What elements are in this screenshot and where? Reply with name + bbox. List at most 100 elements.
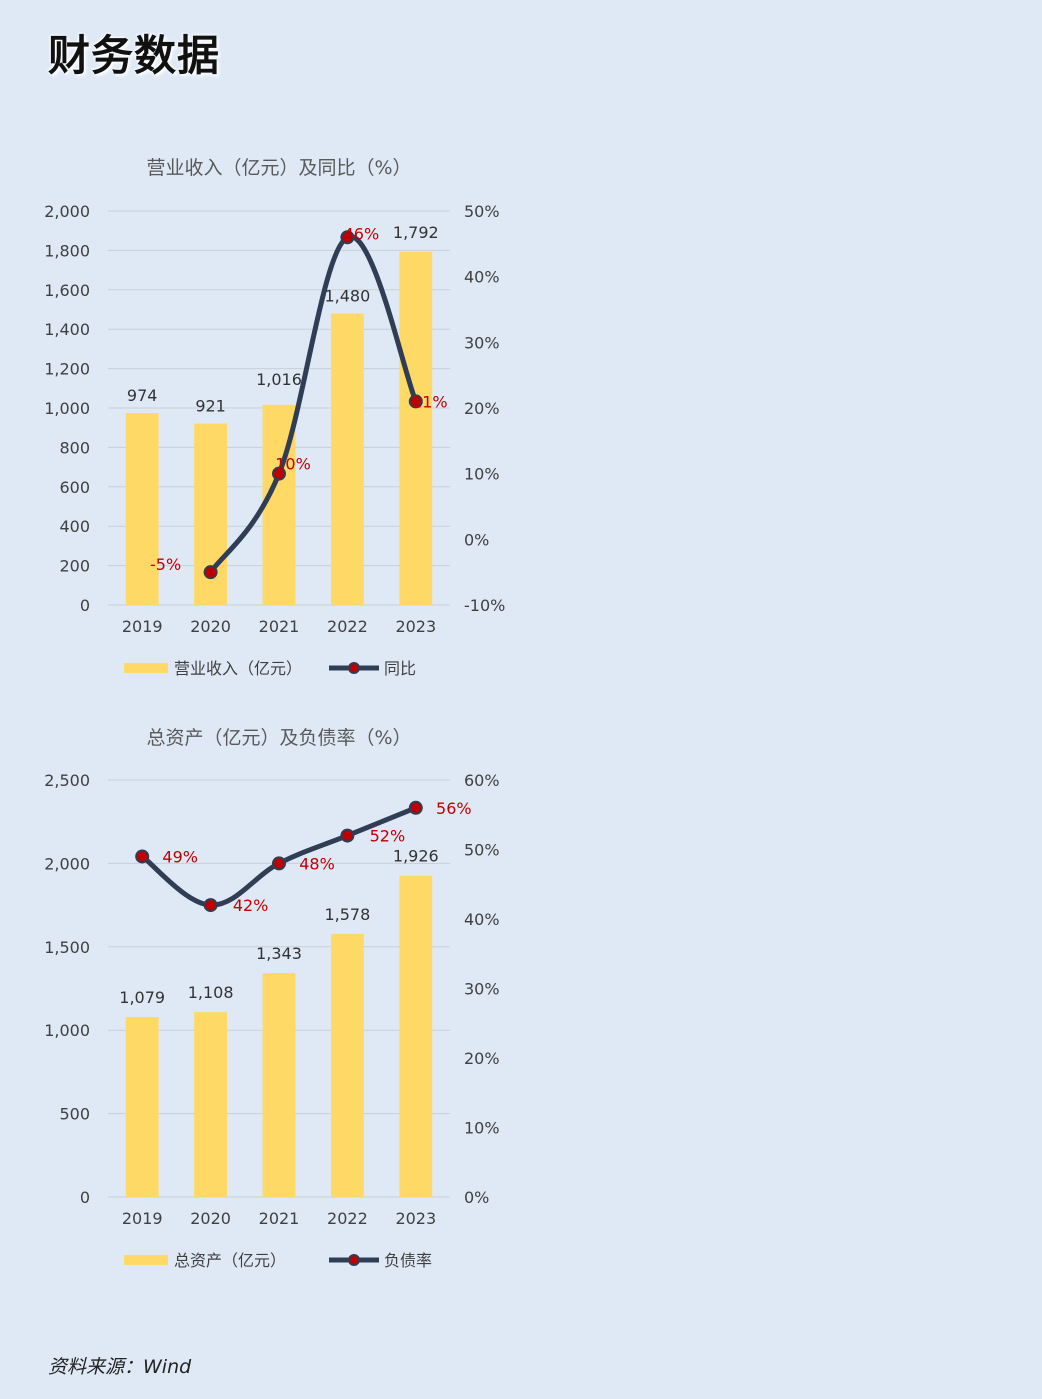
net-profit-chart: 净利润（万元）及同比（%）0102030405060708090-35%-30%… [521, 130, 1042, 710]
net-profit-chart-panel: 净利润（万元）及同比（%）0102030405060708090-35%-30%… [521, 130, 1042, 710]
line-marker [203, 565, 218, 580]
left-axis-tick-label: 1,000 [44, 399, 90, 418]
bar [125, 413, 159, 605]
bar-data-label: 974 [127, 386, 158, 405]
bar-data-label: 1,792 [393, 223, 439, 242]
right-axis-tick-label: 10% [464, 465, 500, 484]
right-axis-tick-label: 30% [464, 980, 500, 999]
bar-data-label: 1,343 [256, 944, 302, 963]
revenue-chart: 营业收入（亿元）及同比（%） 0 200 400 600 800 1,000 1,200 1,4… [44, 157, 505, 678]
line-marker [340, 230, 355, 245]
chart-title: 总资产（亿元）及负债率（%） [146, 727, 411, 749]
bar [194, 1012, 228, 1197]
left-axis-tick-label: 200 [59, 557, 90, 576]
left-axis-tick-label: 1,400 [44, 320, 90, 339]
bar [399, 875, 433, 1197]
legend-line-marker [348, 1254, 360, 1266]
bar-data-label: 1,108 [188, 983, 234, 1002]
legend-line-label: 负债率 [384, 1251, 432, 1270]
source-value: Wind [143, 1356, 192, 1378]
right-axis-tick-label: -10% [464, 596, 505, 615]
line-data-label: -5% [150, 555, 181, 574]
left-axis-tick-label: 1,800 [44, 241, 90, 260]
left-axis-tick-label: 1,200 [44, 360, 90, 379]
line-data-label: 52% [370, 827, 406, 846]
bar-data-label: 921 [195, 397, 226, 416]
bar-data-label: 1,578 [324, 905, 370, 924]
source-label: 资料来源： [48, 1356, 144, 1378]
line-marker [340, 828, 355, 843]
x-axis-tick-label: 2022 [327, 617, 368, 636]
line-marker [272, 856, 286, 871]
bar-data-label: 1,079 [119, 988, 165, 1007]
legend-bar-label: 营业收入（亿元） [174, 659, 302, 678]
right-axis-tick-label: 60% [464, 771, 500, 790]
right-axis-tick-label: 20% [464, 1049, 500, 1068]
right-axis-tick-label: 30% [464, 333, 500, 352]
bar [330, 933, 364, 1197]
right-axis-tick-label: 50% [464, 841, 500, 860]
bar-data-label: 1,016 [256, 370, 302, 389]
x-axis-tick-label: 2020 [190, 1209, 231, 1228]
x-axis-tick-label: 2019 [122, 1209, 163, 1228]
left-axis-tick-label: 500 [59, 1105, 90, 1124]
x-axis-tick-label: 2021 [259, 617, 300, 636]
legend: 营业收入（亿元） 同比 [124, 659, 416, 678]
left-axis-tick-label: 1,500 [44, 938, 90, 957]
line-marker [272, 466, 286, 481]
bar [262, 972, 296, 1197]
source-note: 资料来源：Wind [48, 1352, 191, 1379]
bar-data-label: 1,480 [324, 286, 370, 305]
left-axis-tick-label: 600 [59, 478, 90, 497]
line-data-label: 42% [233, 896, 269, 915]
right-axis-tick-label: 0% [464, 1188, 489, 1207]
total-assets-chart-panel: 总资产（亿元）及负债率（%） 0 500 1,000 1,500 2,000 2,500 0%… [0, 700, 521, 1280]
x-axis-tick-label: 2019 [122, 617, 163, 636]
revenue-chart-panel: 营业收入（亿元）及同比（%） 0 200 400 600 800 1,000 1,200 1,4… [0, 130, 521, 710]
right-axis-tick-label: 50% [464, 202, 500, 221]
right-axis-tick-label: 40% [464, 910, 500, 929]
left-axis-tick-label: 2,000 [44, 854, 90, 873]
x-axis-tick-label: 2021 [259, 1209, 300, 1228]
left-axis-tick-label: 1,000 [44, 1021, 90, 1040]
left-axis-tick-label: 0 [80, 596, 90, 615]
bar-data-label: 1,926 [393, 847, 439, 866]
page-title: 财务数据 [48, 31, 221, 80]
right-axis-tick-label: 0% [464, 530, 489, 549]
line-data-label: 10% [275, 455, 311, 474]
total-assets-chart: 总资产（亿元）及负债率（%） 0 500 1,000 1,500 2,000 2,500 0%… [44, 727, 500, 1270]
line-series [208, 234, 419, 575]
right-axis-tick-label: 40% [464, 268, 500, 287]
left-axis-tick-label: 2,000 [44, 202, 90, 221]
line-data-label: 56% [436, 799, 472, 818]
legend-bar-swatch [124, 663, 168, 673]
left-axis-tick-label: 0 [80, 1188, 90, 1207]
left-axis-tick-label: 400 [59, 517, 90, 536]
right-axis-tick-label: 20% [464, 399, 500, 418]
line-data-label: 46% [344, 224, 380, 243]
x-axis-tick-label: 2022 [327, 1209, 368, 1228]
bar [125, 1017, 159, 1197]
left-axis-tick-label: 2,500 [44, 771, 90, 790]
legend: 总资产（亿元） 负债率 [124, 1251, 432, 1270]
line-marker [408, 800, 423, 815]
line-data-label: 49% [162, 847, 198, 866]
legend-bar-label: 总资产（亿元） [174, 1251, 286, 1270]
line-marker [135, 849, 150, 864]
x-axis-tick-label: 2020 [190, 617, 231, 636]
x-axis-tick-label: 2023 [395, 1209, 436, 1228]
legend-line-label: 同比 [384, 659, 416, 678]
bar [399, 251, 433, 605]
right-axis-tick-label: 10% [464, 1119, 500, 1138]
chart-title: 营业收入（亿元）及同比（%） [146, 157, 411, 179]
cash-flow-chart-panel: 经营性现金流净额（万元）及同比（%）050100150200250-200%0%… [521, 700, 1042, 1280]
cash-flow-chart: 经营性现金流净额（万元）及同比（%）050100150200250-200%0%… [521, 700, 1042, 1280]
legend-bar-swatch [124, 1255, 168, 1265]
x-axis-tick-label: 2023 [395, 617, 436, 636]
left-axis-tick-label: 800 [59, 438, 90, 457]
legend-line-marker [348, 662, 360, 674]
line-data-label: 21% [412, 392, 448, 411]
line-marker [408, 394, 423, 409]
left-axis-tick-label: 1,600 [44, 281, 90, 300]
bar [330, 313, 364, 605]
